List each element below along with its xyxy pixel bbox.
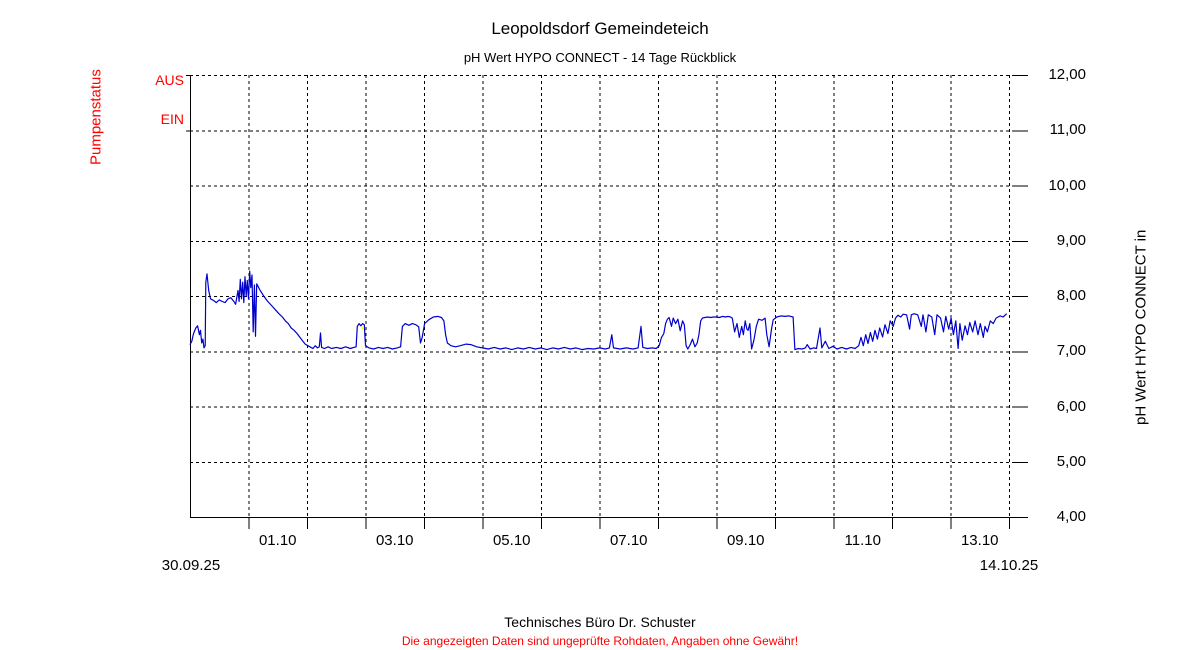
pump-status-ein-label: EIN [160,111,184,127]
date-axis-tick-label: 11.10 [844,532,881,549]
date-axis-tick-label: 09.10 [726,532,765,549]
footer-disclaimer: Die angezeigten Daten sind ungeprüfte Ro… [401,634,799,648]
ph-axis-tick-label: 8,00 [1056,287,1086,304]
date-axis-tick-label: 01.10 [258,532,297,549]
page-subtitle: pH Wert HYPO CONNECT - 14 Tage Rückblick [463,50,737,65]
pump-status-aus-label: AUS [155,72,184,88]
pump-status-axis-title: Pumpenstatus [87,69,105,165]
ph-axis-tick-label: 11,00 [1049,121,1086,139]
ph-axis-tick-label: 12,00 [1048,66,1086,83]
ph-axis-tick-label: 7,00 [1056,342,1086,360]
ph-axis-tick-label: 5,00 [1056,452,1086,470]
ph-axis-title: pH Wert HYPO CONNECT in [1132,229,1150,426]
page-title: Leopoldsdorf Gemeindeteich [491,19,709,38]
marker-point [361,326,365,329]
ph-axis-tick-label: 4,00 [1056,508,1086,525]
date-axis-tick-label: 07.10 [609,532,648,549]
ph-series-line [189,270,1008,351]
ph-axis-tick-label: 6,00 [1056,397,1086,415]
ph-axis-tick-label: 9,00 [1056,231,1086,249]
footer-company: Technisches Büro Dr. Schuster [504,614,696,630]
ph-axis-tick-label: 10,00 [1048,176,1086,194]
date-axis-tick-label: 05.10 [492,532,531,549]
axis-end-date: 14.10.25 [979,557,1039,574]
date-axis-tick-label: 03.10 [375,532,414,549]
date-axis-tick-label: 13.10 [960,532,999,549]
axis-start-date: 30.09.25 [161,557,221,574]
